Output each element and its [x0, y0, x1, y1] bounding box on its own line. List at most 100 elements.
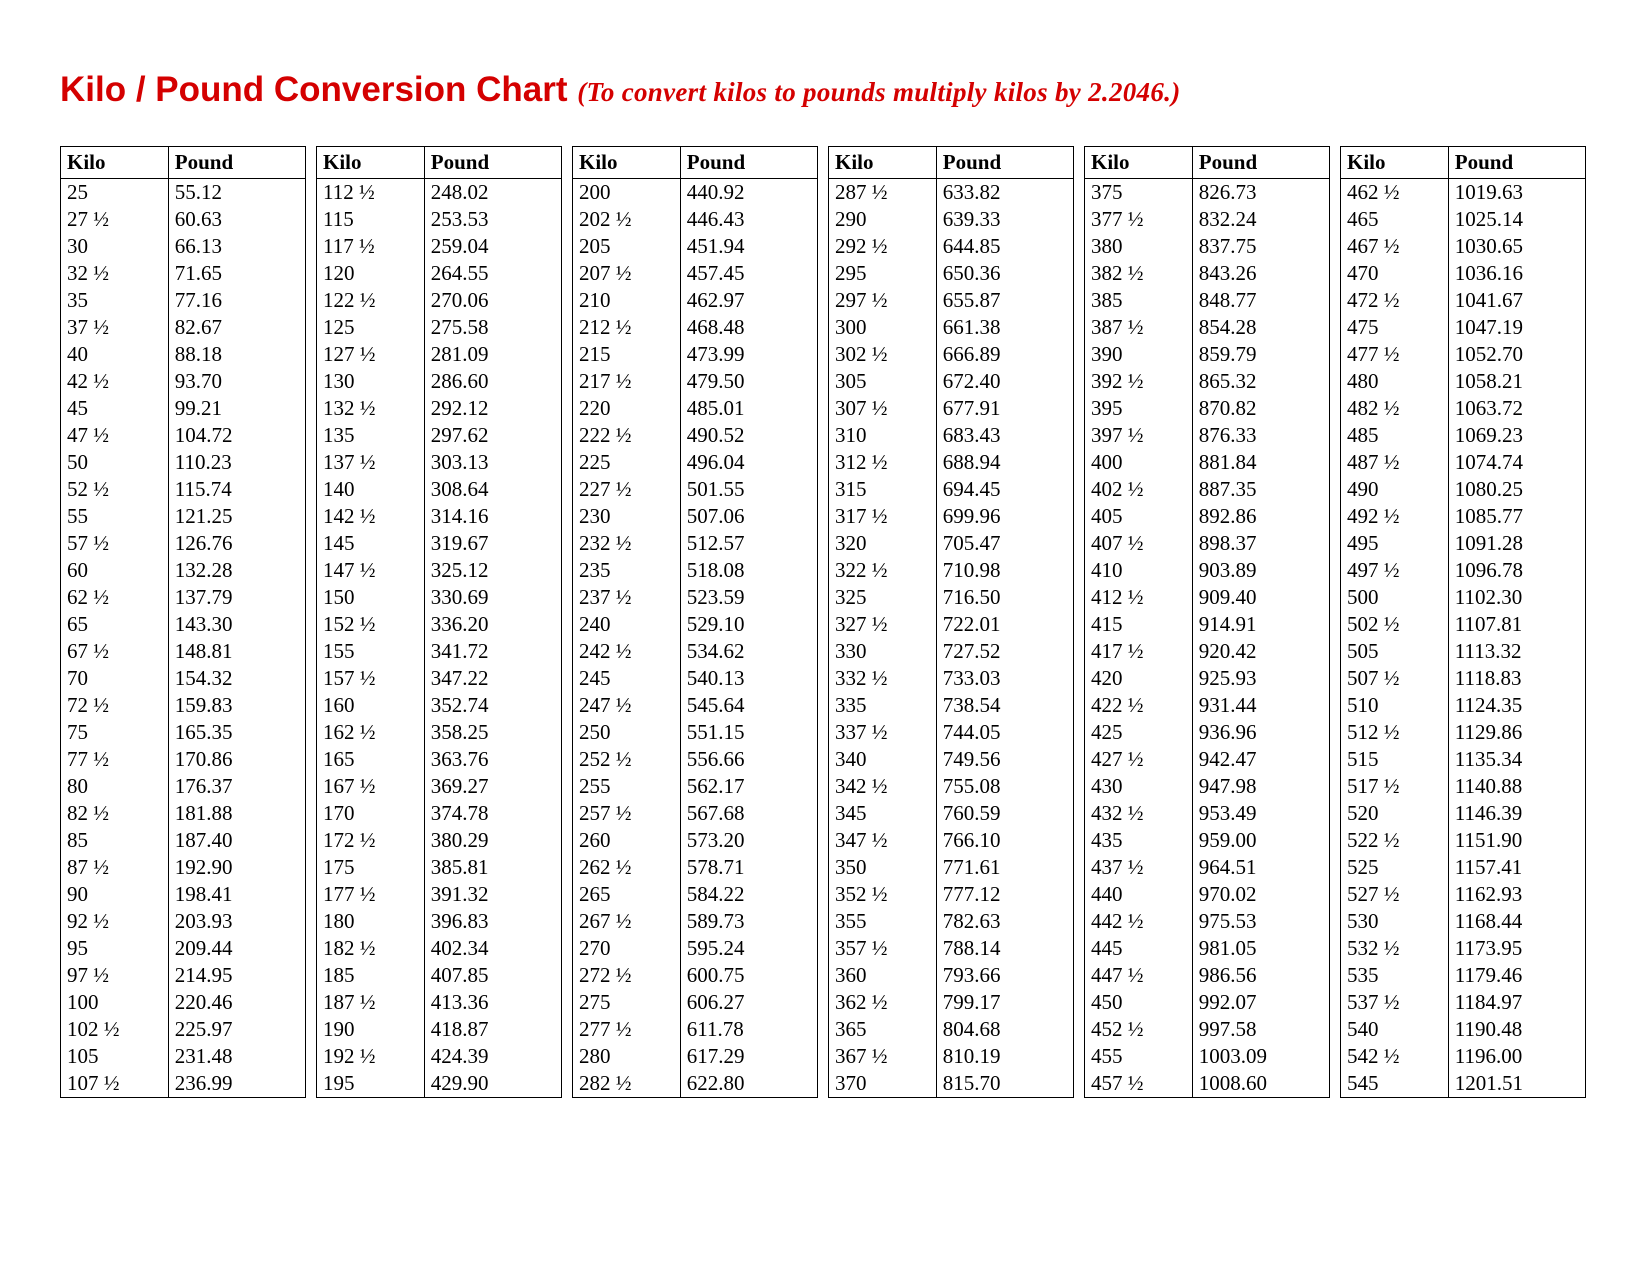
- cell-kilo: 510: [1341, 692, 1449, 719]
- table-row: 397 ½876.33: [1085, 422, 1330, 449]
- cell-pound: 347.22: [424, 665, 561, 692]
- cell-pound: 837.75: [1192, 233, 1329, 260]
- cell-pound: 540.13: [680, 665, 817, 692]
- cell-kilo: 147 ½: [317, 557, 425, 584]
- table-row: 42 ½93.70: [61, 368, 306, 395]
- table-row: 280617.29: [573, 1043, 818, 1070]
- cell-pound: 264.55: [424, 260, 561, 287]
- cell-pound: 738.54: [936, 692, 1073, 719]
- table-row: 300661.38: [829, 314, 1074, 341]
- table-row: 262 ½578.71: [573, 854, 818, 881]
- table-row: 50110.23: [61, 449, 306, 476]
- header-pound: Pound: [424, 147, 561, 179]
- cell-pound: 529.10: [680, 611, 817, 638]
- cell-pound: 236.99: [168, 1070, 305, 1098]
- cell-kilo: 427 ½: [1085, 746, 1193, 773]
- cell-kilo: 120: [317, 260, 425, 287]
- cell-pound: 920.42: [1192, 638, 1329, 665]
- cell-pound: 766.10: [936, 827, 1073, 854]
- cell-pound: 1190.48: [1448, 1016, 1585, 1043]
- cell-kilo: 407 ½: [1085, 530, 1193, 557]
- table-row: 32 ½71.65: [61, 260, 306, 287]
- cell-pound: 104.72: [168, 422, 305, 449]
- table-row: 3066.13: [61, 233, 306, 260]
- table-row: 292 ½644.85: [829, 233, 1074, 260]
- cell-kilo: 330: [829, 638, 937, 665]
- cell-kilo: 492 ½: [1341, 503, 1449, 530]
- header-pound: Pound: [936, 147, 1073, 179]
- table-row: 272 ½600.75: [573, 962, 818, 989]
- cell-pound: 964.51: [1192, 854, 1329, 881]
- table-row: 482 ½1063.72: [1341, 395, 1586, 422]
- cell-kilo: 225: [573, 449, 681, 476]
- cell-pound: 325.12: [424, 557, 561, 584]
- cell-pound: 970.02: [1192, 881, 1329, 908]
- cell-pound: 352.74: [424, 692, 561, 719]
- header-kilo: Kilo: [573, 147, 681, 179]
- table-row: 152 ½336.20: [317, 611, 562, 638]
- cell-pound: 567.68: [680, 800, 817, 827]
- table-row: 75165.35: [61, 719, 306, 746]
- cell-kilo: 115: [317, 206, 425, 233]
- cell-kilo: 190: [317, 1016, 425, 1043]
- cell-pound: 870.82: [1192, 395, 1329, 422]
- cell-kilo: 112 ½: [317, 179, 425, 207]
- cell-pound: 865.32: [1192, 368, 1329, 395]
- table-row: 247 ½545.64: [573, 692, 818, 719]
- cell-kilo: 232 ½: [573, 530, 681, 557]
- cell-kilo: 447 ½: [1085, 962, 1193, 989]
- cell-pound: 281.09: [424, 341, 561, 368]
- cell-pound: 959.00: [1192, 827, 1329, 854]
- table-row: 215473.99: [573, 341, 818, 368]
- cell-kilo: 275: [573, 989, 681, 1016]
- table-row: 422 ½931.44: [1085, 692, 1330, 719]
- table-row: 532 ½1173.95: [1341, 935, 1586, 962]
- table-row: 287 ½633.82: [829, 179, 1074, 207]
- cell-pound: 666.89: [936, 341, 1073, 368]
- cell-kilo: 400: [1085, 449, 1193, 476]
- cell-pound: 606.27: [680, 989, 817, 1016]
- cell-kilo: 395: [1085, 395, 1193, 422]
- cell-kilo: 340: [829, 746, 937, 773]
- table-row: 277 ½611.78: [573, 1016, 818, 1043]
- cell-pound: 297.62: [424, 422, 561, 449]
- table-row: 4701036.16: [1341, 260, 1586, 287]
- table-row: 127 ½281.09: [317, 341, 562, 368]
- cell-pound: 402.34: [424, 935, 561, 962]
- table-row: 332 ½733.03: [829, 665, 1074, 692]
- cell-kilo: 490: [1341, 476, 1449, 503]
- cell-pound: 336.20: [424, 611, 561, 638]
- cell-pound: 699.96: [936, 503, 1073, 530]
- table-row: 450992.07: [1085, 989, 1330, 1016]
- cell-kilo: 95: [61, 935, 169, 962]
- cell-kilo: 290: [829, 206, 937, 233]
- cell-pound: 1135.34: [1448, 746, 1585, 773]
- cell-pound: 319.67: [424, 530, 561, 557]
- cell-pound: 1008.60: [1192, 1070, 1329, 1098]
- cell-kilo: 320: [829, 530, 937, 557]
- cell-pound: 595.24: [680, 935, 817, 962]
- cell-kilo: 507 ½: [1341, 665, 1449, 692]
- table-row: 492 ½1085.77: [1341, 503, 1586, 530]
- table-row: 265584.22: [573, 881, 818, 908]
- cell-pound: 1129.86: [1448, 719, 1585, 746]
- cell-kilo: 485: [1341, 422, 1449, 449]
- table-row: 3577.16: [61, 287, 306, 314]
- table-row: 512 ½1129.86: [1341, 719, 1586, 746]
- table-row: 412 ½909.40: [1085, 584, 1330, 611]
- table-row: 257 ½567.68: [573, 800, 818, 827]
- cell-kilo: 270: [573, 935, 681, 962]
- cell-pound: 512.57: [680, 530, 817, 557]
- table-row: 407 ½898.37: [1085, 530, 1330, 557]
- cell-kilo: 227 ½: [573, 476, 681, 503]
- table-row: 47 ½104.72: [61, 422, 306, 449]
- cell-kilo: 60: [61, 557, 169, 584]
- cell-kilo: 450: [1085, 989, 1193, 1016]
- cell-kilo: 170: [317, 800, 425, 827]
- table-row: 102 ½225.97: [61, 1016, 306, 1043]
- cell-pound: 485.01: [680, 395, 817, 422]
- cell-pound: 887.35: [1192, 476, 1329, 503]
- cell-kilo: 302 ½: [829, 341, 937, 368]
- cell-pound: 468.48: [680, 314, 817, 341]
- conversion-table: KiloPound112 ½248.02115253.53117 ½259.04…: [316, 146, 562, 1098]
